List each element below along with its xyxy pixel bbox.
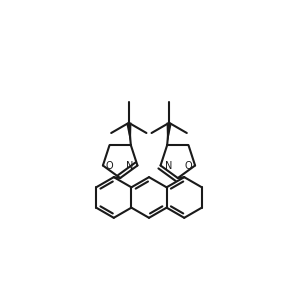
- Text: O: O: [185, 160, 192, 171]
- Text: N: N: [165, 160, 173, 171]
- Polygon shape: [126, 123, 131, 145]
- Text: O: O: [106, 160, 113, 171]
- Text: N: N: [125, 160, 133, 171]
- Polygon shape: [167, 123, 172, 145]
